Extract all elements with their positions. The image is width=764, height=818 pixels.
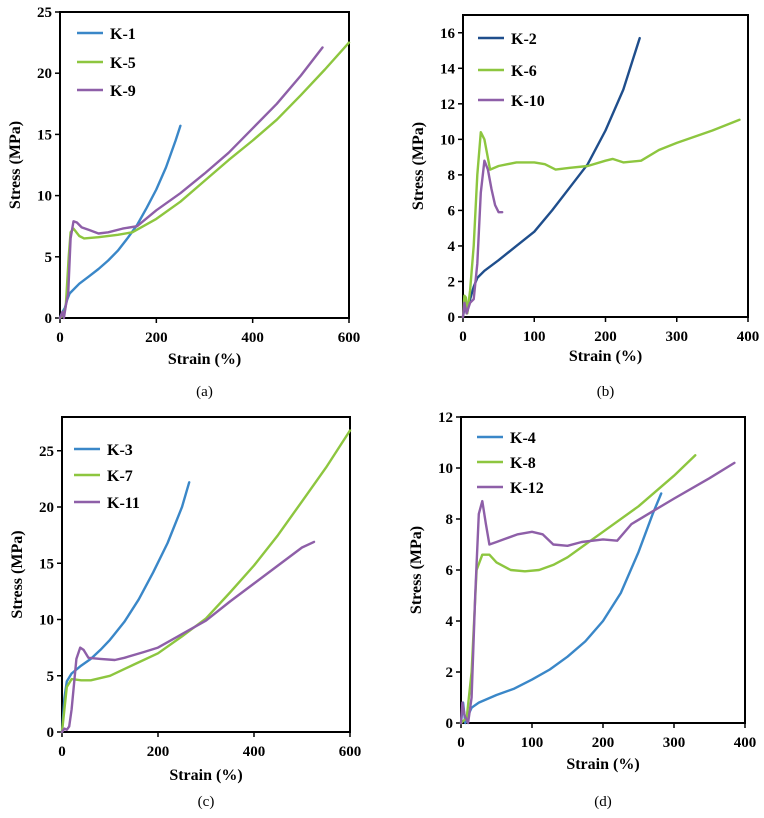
series-line-k-7 [60, 429, 352, 734]
y-tick-label: 10 [440, 132, 455, 148]
series-line-k-5 [58, 41, 351, 320]
y-tick-label: 0 [448, 310, 456, 326]
y-axis-title: Stress (MPa) [7, 121, 24, 209]
x-axis-title: Strain (%) [569, 348, 642, 365]
y-tick-label: 0 [446, 716, 454, 732]
x-tick-label: 200 [592, 735, 615, 751]
x-tick-label: 200 [145, 330, 168, 346]
chart-panel-b: 0 100 200 300 400 0 2 4 6 8 10 12 14 16 Strain (%) Stre… [410, 14, 760, 400]
x-tick-label: 200 [594, 329, 617, 345]
series-line-k-10 [461, 159, 504, 319]
y-tick-label: 15 [37, 127, 52, 143]
y-tick-label: 10 [39, 613, 54, 629]
y-tick-label: 0 [45, 311, 53, 327]
x-axis-title: Strain (%) [169, 767, 242, 784]
y-tick-label: 6 [446, 563, 454, 579]
legend-label: K-11 [107, 495, 140, 512]
series-line-k-9 [58, 46, 324, 320]
y-axis-title: Stress (MPa) [408, 526, 425, 614]
series-line-k-4 [459, 492, 663, 725]
y-tick-label: 10 [37, 189, 52, 205]
y-tick-label: 25 [37, 5, 52, 21]
y-tick-label: 20 [39, 500, 54, 516]
y-tick-label: 12 [440, 97, 455, 113]
series-line-k-3 [60, 481, 191, 734]
legend-label: K-6 [511, 63, 537, 80]
legend-label: K-8 [510, 455, 536, 472]
x-axis-title: Strain (%) [168, 351, 241, 368]
x-tick-label: 0 [459, 329, 467, 345]
x-tick-label: 300 [663, 735, 686, 751]
legend-label: K-4 [510, 430, 536, 447]
y-tick-label: 4 [448, 239, 456, 255]
x-tick-label: 100 [521, 735, 544, 751]
y-tick-label: 2 [446, 665, 454, 681]
y-tick-label: 5 [45, 250, 53, 266]
series-line-k-6 [461, 118, 741, 319]
x-tick-label: 600 [338, 330, 361, 346]
legend-label: K-1 [110, 26, 136, 43]
series-line-k-1 [58, 124, 182, 320]
x-tick-label: 300 [666, 329, 689, 345]
plot-frame [462, 14, 749, 318]
x-tick-label: 400 [241, 330, 264, 346]
legend-label: K-3 [107, 442, 133, 459]
x-tick-label: 600 [339, 744, 362, 760]
plot-frame [59, 11, 350, 319]
y-tick-label: 2 [448, 274, 456, 290]
y-tick-label: 15 [39, 556, 54, 572]
legend-label: K-9 [110, 83, 136, 100]
chart-panel-c: 0 200 400 600 0 5 10 15 20 25 Strain (%) Stress (MP… [9, 416, 362, 810]
legend-label: K-2 [511, 31, 537, 48]
y-axis-title: Stress (MPa) [9, 530, 26, 618]
y-tick-label: 6 [448, 203, 456, 219]
x-tick-label: 0 [58, 744, 66, 760]
y-tick-label: 8 [448, 168, 456, 184]
panel-caption: (a) [196, 384, 213, 400]
y-tick-label: 10 [438, 461, 453, 477]
x-tick-label: 400 [737, 329, 760, 345]
legend-label: K-10 [511, 93, 545, 110]
y-axis-title: Stress (MPa) [410, 122, 427, 210]
plot-frame [61, 416, 351, 733]
x-tick-label: 200 [147, 744, 170, 760]
plot-frame [460, 416, 746, 724]
x-axis-title: Strain (%) [566, 756, 639, 773]
legend-label: K-7 [107, 468, 133, 485]
y-tick-label: 14 [440, 61, 456, 77]
y-tick-label: 8 [446, 512, 454, 528]
x-tick-label: 400 [734, 735, 757, 751]
panel-caption: (b) [597, 384, 615, 400]
y-tick-label: 12 [438, 410, 453, 426]
series-line-k-11 [60, 540, 316, 734]
y-tick-label: 16 [440, 26, 456, 42]
legend-label: K-12 [510, 480, 544, 497]
x-tick-label: 400 [243, 744, 266, 760]
series-line-k-12 [459, 461, 736, 725]
chart-panel-a: 0 200 400 600 0 5 10 15 20 25 Strain (%) Stress (MP… [7, 5, 360, 400]
y-tick-label: 4 [446, 614, 454, 630]
panel-caption: (c) [198, 794, 215, 810]
x-tick-label: 0 [56, 330, 64, 346]
chart-panel-d: 0 100 200 300 400 0 2 4 6 8 10 12 Strain (%) Stress (… [408, 410, 756, 810]
x-tick-label: 0 [457, 735, 465, 751]
x-tick-label: 100 [523, 329, 546, 345]
y-tick-label: 25 [39, 444, 54, 460]
y-tick-label: 20 [37, 66, 52, 82]
y-tick-label: 0 [47, 725, 55, 741]
y-tick-label: 5 [47, 669, 55, 685]
panel-caption: (d) [594, 794, 612, 810]
legend-label: K-5 [110, 55, 136, 72]
